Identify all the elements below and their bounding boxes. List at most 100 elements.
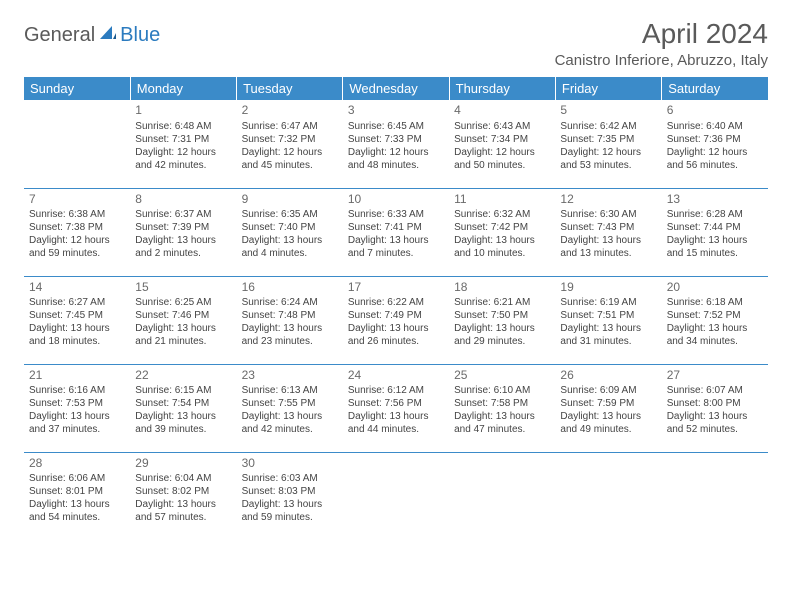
calendar-day-cell: 13Sunrise: 6:28 AMSunset: 7:44 PMDayligh… (662, 188, 768, 276)
calendar-week-row: 21Sunrise: 6:16 AMSunset: 7:53 PMDayligh… (24, 364, 768, 452)
day-number: 28 (29, 456, 125, 472)
sunrise-text: Sunrise: 6:07 AM (667, 384, 763, 397)
sunset-text: Sunset: 7:32 PM (242, 133, 338, 146)
sunrise-text: Sunrise: 6:12 AM (348, 384, 444, 397)
day-number: 3 (348, 103, 444, 119)
sunset-text: Sunset: 7:35 PM (560, 133, 656, 146)
calendar-day-cell: 2Sunrise: 6:47 AMSunset: 7:32 PMDaylight… (237, 100, 343, 188)
day-number: 24 (348, 368, 444, 384)
daylight-text: Daylight: 13 hours (29, 498, 125, 511)
daylight-text: and 10 minutes. (454, 247, 550, 260)
calendar-day-cell: 29Sunrise: 6:04 AMSunset: 8:02 PMDayligh… (130, 452, 236, 540)
daylight-text: and 31 minutes. (560, 335, 656, 348)
sunrise-text: Sunrise: 6:25 AM (135, 296, 231, 309)
daylight-text: Daylight: 13 hours (454, 322, 550, 335)
daylight-text: and 59 minutes. (242, 511, 338, 524)
weekday-header: Monday (130, 77, 236, 100)
calendar-day-cell: 12Sunrise: 6:30 AMSunset: 7:43 PMDayligh… (555, 188, 661, 276)
calendar-day-cell: 14Sunrise: 6:27 AMSunset: 7:45 PMDayligh… (24, 276, 130, 364)
daylight-text: and 54 minutes. (29, 511, 125, 524)
daylight-text: and 4 minutes. (242, 247, 338, 260)
calendar-day-cell: 17Sunrise: 6:22 AMSunset: 7:49 PMDayligh… (343, 276, 449, 364)
sunset-text: Sunset: 7:55 PM (242, 397, 338, 410)
daylight-text: and 23 minutes. (242, 335, 338, 348)
day-number: 27 (667, 368, 763, 384)
calendar-day-cell: 4Sunrise: 6:43 AMSunset: 7:34 PMDaylight… (449, 100, 555, 188)
daylight-text: and 29 minutes. (454, 335, 550, 348)
day-number: 8 (135, 192, 231, 208)
calendar-day-cell: 26Sunrise: 6:09 AMSunset: 7:59 PMDayligh… (555, 364, 661, 452)
daylight-text: and 2 minutes. (135, 247, 231, 260)
sunset-text: Sunset: 7:43 PM (560, 221, 656, 234)
sunrise-text: Sunrise: 6:15 AM (135, 384, 231, 397)
daylight-text: Daylight: 13 hours (560, 322, 656, 335)
daylight-text: Daylight: 12 hours (560, 146, 656, 159)
daylight-text: and 49 minutes. (560, 423, 656, 436)
daylight-text: Daylight: 13 hours (29, 410, 125, 423)
sunrise-text: Sunrise: 6:27 AM (29, 296, 125, 309)
day-number: 4 (454, 103, 550, 119)
day-number: 14 (29, 280, 125, 296)
sunrise-text: Sunrise: 6:24 AM (242, 296, 338, 309)
daylight-text: and 37 minutes. (29, 423, 125, 436)
daylight-text: Daylight: 13 hours (348, 322, 444, 335)
daylight-text: and 44 minutes. (348, 423, 444, 436)
daylight-text: and 53 minutes. (560, 159, 656, 172)
calendar-day-cell: 10Sunrise: 6:33 AMSunset: 7:41 PMDayligh… (343, 188, 449, 276)
day-number: 21 (29, 368, 125, 384)
title-block: April 2024 Canistro Inferiore, Abruzzo, … (555, 18, 768, 69)
day-number: 16 (242, 280, 338, 296)
daylight-text: and 13 minutes. (560, 247, 656, 260)
day-number: 17 (348, 280, 444, 296)
calendar-day-cell: 30Sunrise: 6:03 AMSunset: 8:03 PMDayligh… (237, 452, 343, 540)
sunrise-text: Sunrise: 6:03 AM (242, 472, 338, 485)
day-number: 6 (667, 103, 763, 119)
sunset-text: Sunset: 8:00 PM (667, 397, 763, 410)
calendar-day-cell: 7Sunrise: 6:38 AMSunset: 7:38 PMDaylight… (24, 188, 130, 276)
daylight-text: and 39 minutes. (135, 423, 231, 436)
daylight-text: and 50 minutes. (454, 159, 550, 172)
calendar-week-row: 1Sunrise: 6:48 AMSunset: 7:31 PMDaylight… (24, 100, 768, 188)
weekday-header: Friday (555, 77, 661, 100)
calendar-day-cell: 19Sunrise: 6:19 AMSunset: 7:51 PMDayligh… (555, 276, 661, 364)
calendar-day-cell: 21Sunrise: 6:16 AMSunset: 7:53 PMDayligh… (24, 364, 130, 452)
daylight-text: Daylight: 12 hours (29, 234, 125, 247)
logo-sail-icon (99, 24, 117, 47)
daylight-text: Daylight: 13 hours (667, 322, 763, 335)
sunset-text: Sunset: 8:03 PM (242, 485, 338, 498)
daylight-text: and 52 minutes. (667, 423, 763, 436)
daylight-text: and 7 minutes. (348, 247, 444, 260)
calendar-day-cell: 9Sunrise: 6:35 AMSunset: 7:40 PMDaylight… (237, 188, 343, 276)
day-number: 26 (560, 368, 656, 384)
daylight-text: Daylight: 13 hours (242, 498, 338, 511)
sunrise-text: Sunrise: 6:30 AM (560, 208, 656, 221)
sunrise-text: Sunrise: 6:13 AM (242, 384, 338, 397)
daylight-text: Daylight: 12 hours (348, 146, 444, 159)
daylight-text: and 15 minutes. (667, 247, 763, 260)
daylight-text: Daylight: 13 hours (454, 410, 550, 423)
day-number: 1 (135, 103, 231, 119)
sunrise-text: Sunrise: 6:16 AM (29, 384, 125, 397)
calendar-day-cell (24, 100, 130, 188)
daylight-text: and 42 minutes. (242, 423, 338, 436)
day-number: 20 (667, 280, 763, 296)
daylight-text: Daylight: 13 hours (348, 410, 444, 423)
calendar-day-cell: 25Sunrise: 6:10 AMSunset: 7:58 PMDayligh… (449, 364, 555, 452)
day-number: 22 (135, 368, 231, 384)
daylight-text: and 57 minutes. (135, 511, 231, 524)
calendar-week-row: 14Sunrise: 6:27 AMSunset: 7:45 PM Dayligh… (24, 276, 768, 364)
sunrise-text: Sunrise: 6:28 AM (667, 208, 763, 221)
sunset-text: Sunset: 7:49 PM (348, 309, 444, 322)
day-number: 18 (454, 280, 550, 296)
sunset-text: Sunset: 7:36 PM (667, 133, 763, 146)
sunset-text: Sunset: 7:41 PM (348, 221, 444, 234)
calendar-day-cell: 27Sunrise: 6:07 AMSunset: 8:00 PMDayligh… (662, 364, 768, 452)
calendar-day-cell: 8Sunrise: 6:37 AMSunset: 7:39 PMDaylight… (130, 188, 236, 276)
daylight-text: Daylight: 13 hours (242, 410, 338, 423)
sunset-text: Sunset: 7:31 PM (135, 133, 231, 146)
weekday-header-row: SundayMondayTuesdayWednesdayThursdayFrid… (24, 77, 768, 100)
sunset-text: Sunset: 7:54 PM (135, 397, 231, 410)
sunset-text: Sunset: 7:45 PM (29, 309, 125, 322)
day-number: 29 (135, 456, 231, 472)
sunset-text: Sunset: 8:01 PM (29, 485, 125, 498)
